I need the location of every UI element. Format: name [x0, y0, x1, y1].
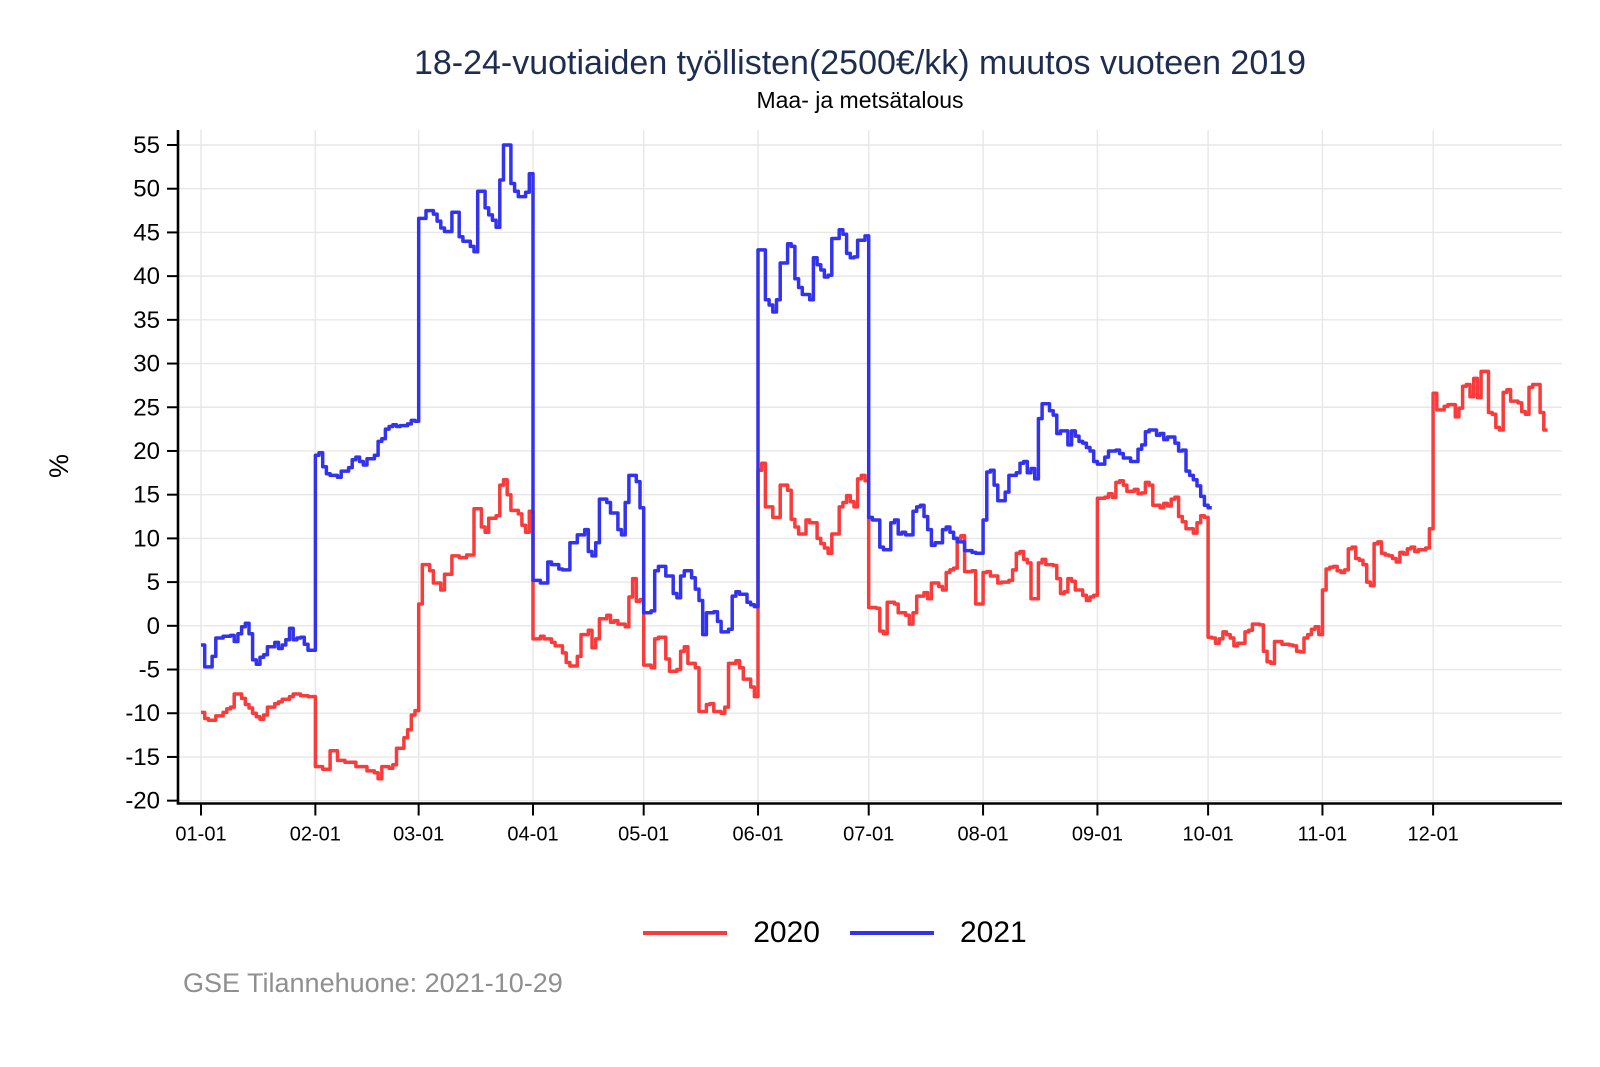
y-tick-label: -10: [125, 700, 160, 727]
y-tick-label: -20: [125, 788, 160, 815]
x-tick-label: 08-01: [957, 824, 1008, 846]
x-tick-label: 09-01: [1072, 824, 1123, 846]
series-line-2020: [201, 369, 1548, 781]
y-tick-label: 50: [133, 176, 160, 203]
x-tick-label: 07-01: [843, 824, 894, 846]
y-tick-label: -5: [139, 657, 160, 684]
x-tick-label: 02-01: [290, 824, 341, 846]
y-tick-label: 0: [147, 613, 160, 640]
y-tick-label: 45: [133, 219, 160, 246]
legend-line-2020-icon: [643, 931, 728, 935]
y-tick-label: 15: [133, 482, 160, 509]
legend-item-2020: 2020: [643, 916, 820, 950]
y-tick-label: 40: [133, 263, 160, 290]
legend-label-2020: 2020: [753, 916, 820, 949]
x-tick-label: 04-01: [507, 824, 558, 846]
y-tick-label: 10: [133, 525, 160, 552]
source-note: GSE Tilannehuone: 2021-10-29: [183, 968, 563, 998]
x-tick-label: 12-01: [1408, 824, 1459, 846]
y-tick-label: 55: [133, 132, 160, 159]
legend-label-2021: 2021: [960, 916, 1027, 949]
y-tick-label: 20: [133, 438, 160, 465]
x-tick-label: 06-01: [732, 824, 783, 846]
y-tick-label: 25: [133, 394, 160, 421]
y-tick-label: -15: [125, 744, 160, 771]
x-tick-label: 03-01: [393, 824, 444, 846]
y-tick-label: 35: [133, 307, 160, 334]
x-tick-label: 11-01: [1298, 824, 1348, 846]
x-tick-label: 10-01: [1183, 824, 1234, 846]
y-tick-label: 5: [147, 569, 160, 596]
chart-subtitle: Maa- ja metsätalous: [756, 87, 964, 113]
y-axis-label: %: [44, 454, 74, 478]
x-tick-label: 01-01: [175, 824, 226, 846]
legend-item-2021: 2021: [850, 916, 1027, 950]
y-tick-label: 30: [133, 351, 160, 378]
chart-legend: 2020 2021: [0, 916, 1600, 950]
x-tick-label: 05-01: [618, 824, 669, 846]
chart-title: 18-24-vuotiaiden työllisten(2500€/kk) mu…: [413, 44, 1307, 82]
legend-line-2021-icon: [850, 931, 934, 935]
series-line-2021: [201, 143, 1212, 669]
